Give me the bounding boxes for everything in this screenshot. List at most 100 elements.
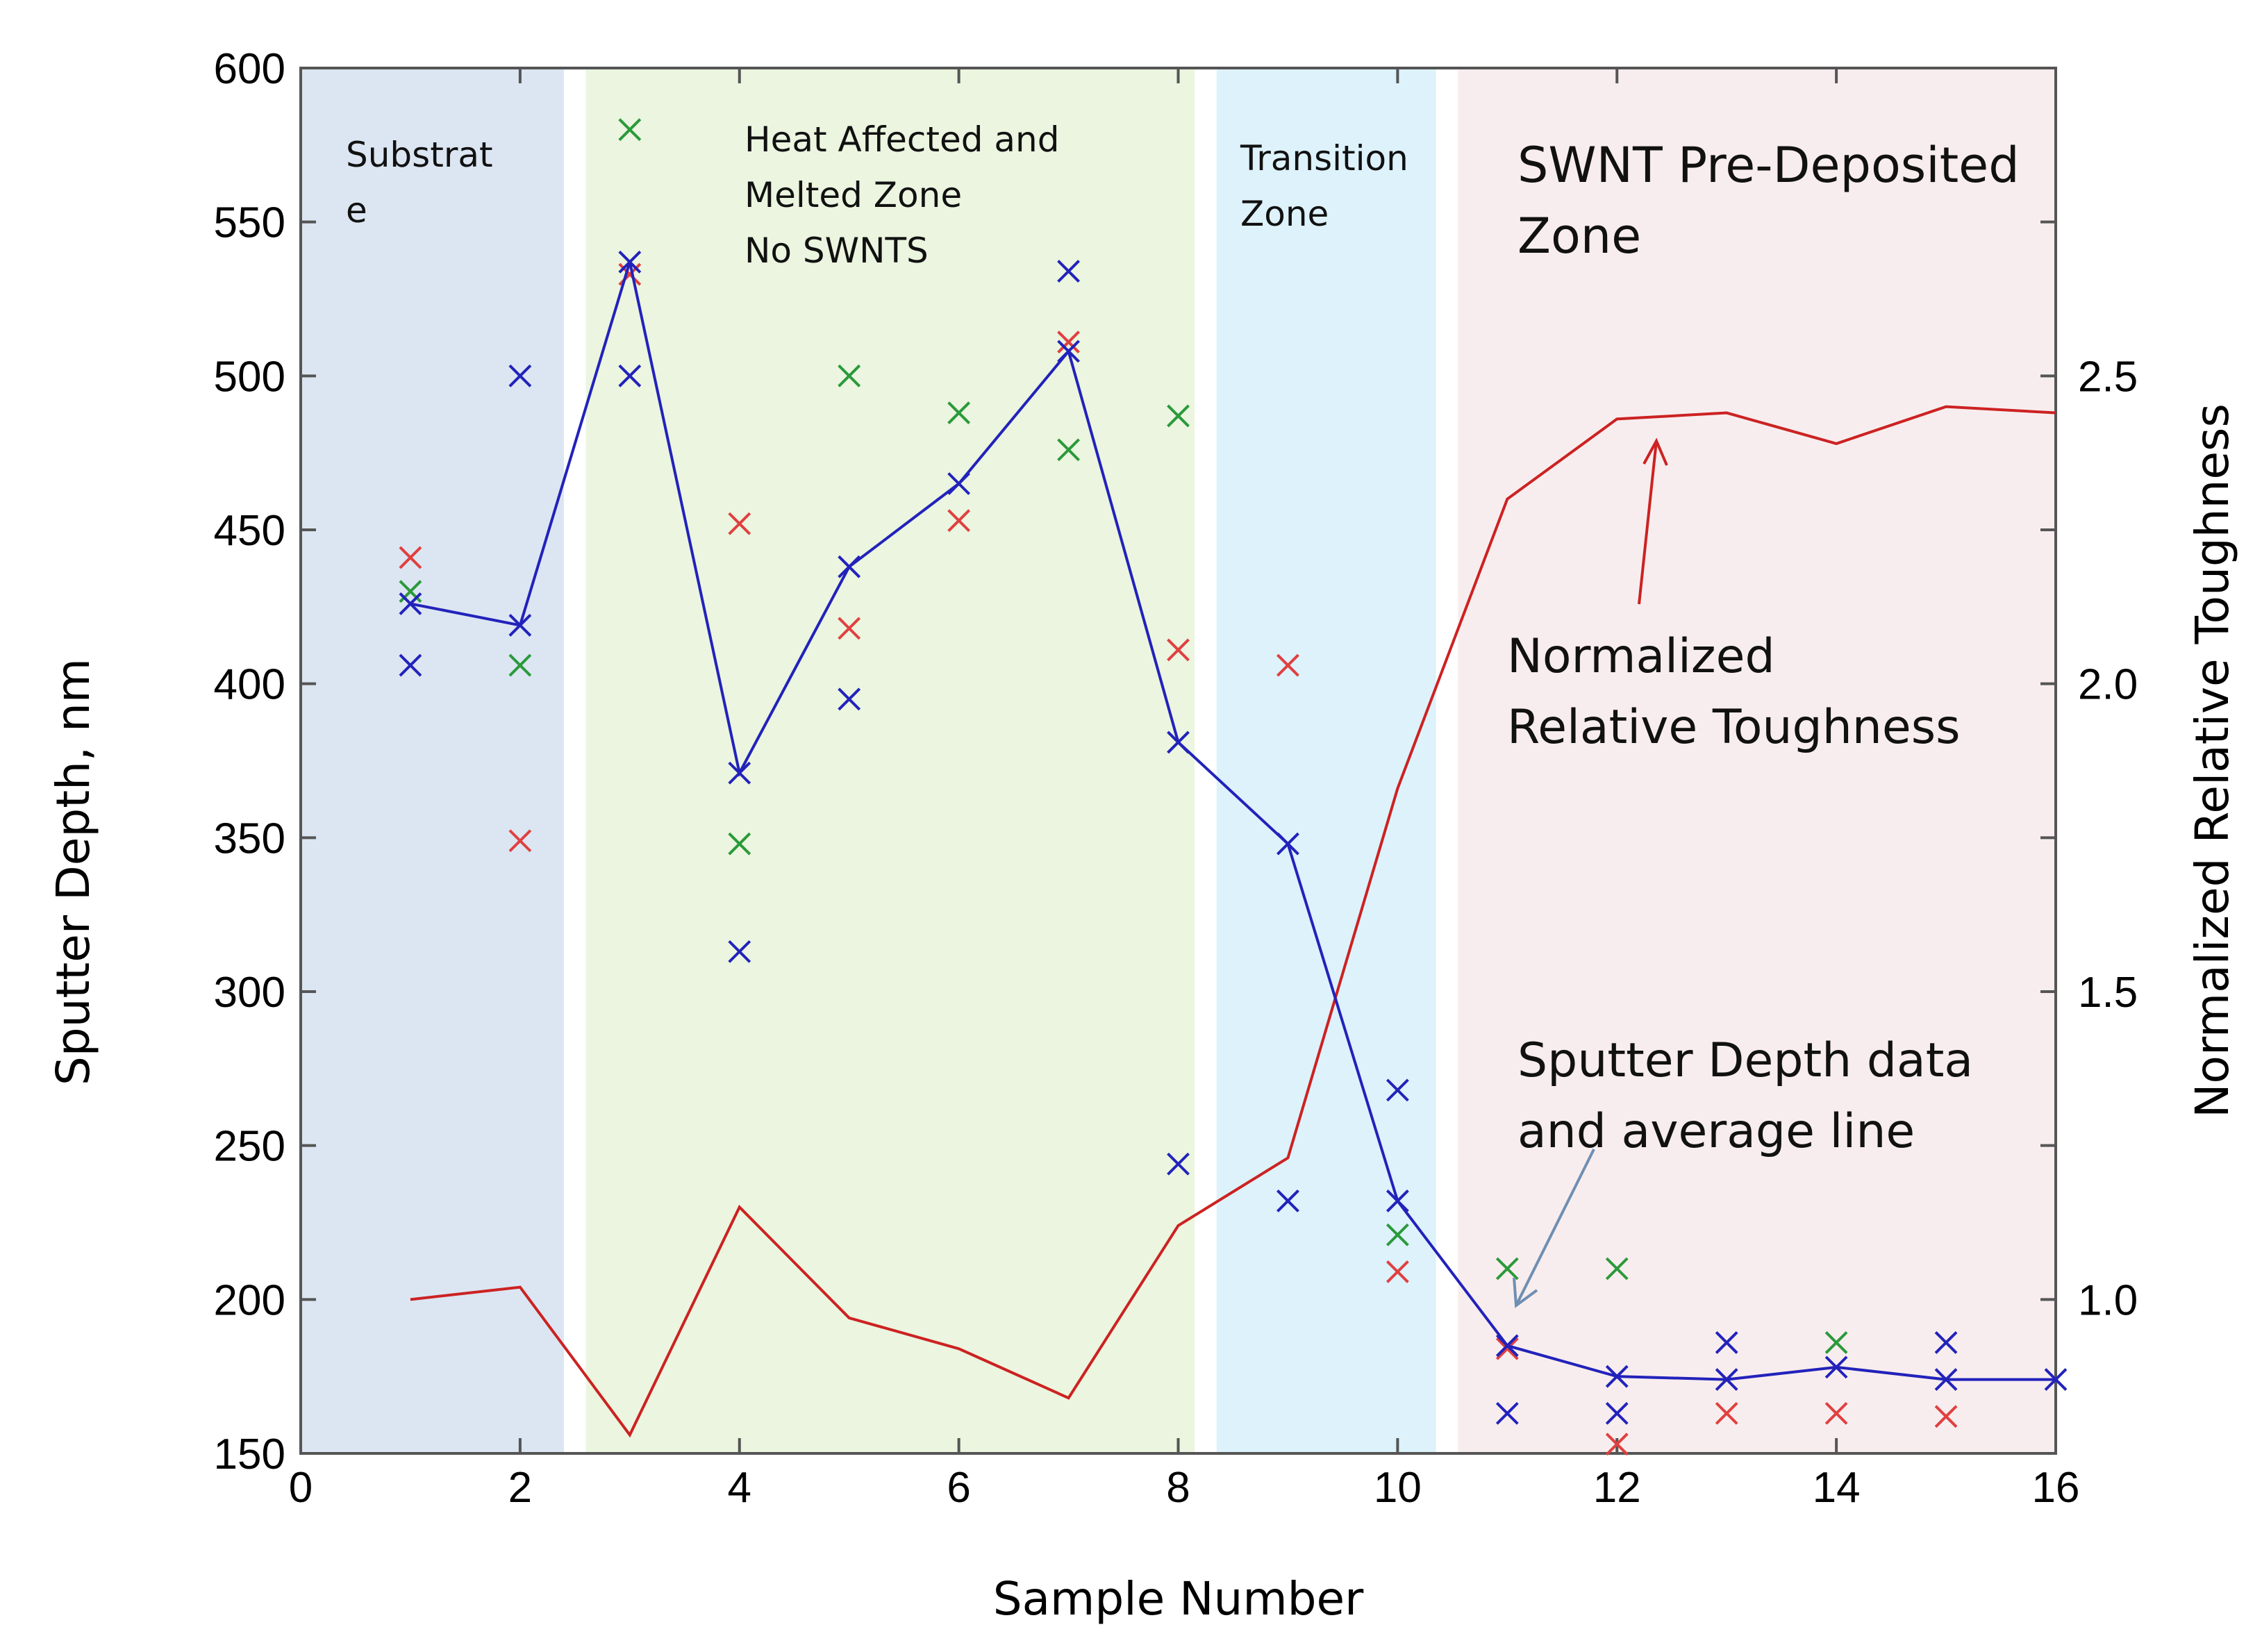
data-point-series-3 [728,832,751,856]
zone-label-transition-line2: Zone [1240,194,1329,234]
data-point-series-3 [1386,1223,1409,1246]
data-point-series-0 [1167,731,1190,754]
data-point-series-2 [947,509,971,533]
x-tick-label: 10 [1374,1464,1422,1512]
data-point-series-4 [399,653,422,677]
y2-axis-title: Normalized Relative Toughness [2186,403,2239,1118]
data-point-series-4 [1386,1078,1409,1102]
zone-label-heat-line3: No SWNTS [745,231,929,271]
x-tick-label: 14 [1813,1464,1861,1512]
series-layer [399,118,2068,1456]
data-point-series-2 [1715,1401,1738,1425]
data-point-series-0 [508,614,532,637]
zone-label-swnt-line1: SWNT Pre-Deposited [1517,137,2020,194]
y-tick-label: 150 [214,1430,285,1478]
y-tick-label: 550 [214,199,285,247]
x-tick-label: 12 [1593,1464,1641,1512]
data-point-series-0 [618,250,642,274]
data-point-series-3 [838,364,861,387]
zone-label-substrate-line1: Substrat [346,135,493,175]
y2-tick-label: 1.5 [2078,969,2138,1017]
annotation-sputter-line2: and average line [1517,1104,1915,1159]
series-line-1 [410,405,2056,1438]
series-line-0 [410,261,2056,1381]
x-tick-label: 8 [1166,1464,1190,1512]
zone-substrate [301,68,565,1453]
data-point-series-4 [1715,1330,1738,1354]
annotation-arrows [1513,437,1668,1308]
data-point-series-2 [1824,1401,1848,1425]
data-point-series-2 [1386,1260,1409,1283]
data-point-series-3 [618,118,642,142]
data-point-series-2 [1167,638,1190,662]
data-point-series-0 [1605,1365,1629,1388]
data-point-series-0 [1715,1368,1738,1392]
zone-transition [1216,68,1436,1453]
y-tick-label: 350 [214,815,285,862]
data-point-series-3 [1057,438,1080,462]
y-tick-label: 500 [214,353,285,401]
zone-swnt [1458,68,2056,1453]
data-point-series-3 [508,653,532,677]
data-point-series-2 [1276,653,1299,677]
y-tick-label: 250 [214,1123,285,1171]
data-point-series-2 [1495,1337,1519,1360]
data-point-series-4 [728,940,751,963]
data-point-series-0 [1276,832,1299,856]
y2-tick-label: 2.0 [2078,661,2138,709]
arrow-toughness [1638,440,1658,605]
y-tick-label: 300 [214,969,285,1017]
data-point-series-0 [838,555,861,578]
x-tick-label: 2 [508,1464,532,1512]
data-point-series-4 [838,687,861,711]
data-point-series-2 [838,617,861,640]
annotation-toughness-line2: Relative Toughness [1507,700,1961,755]
annotation-sputter-line1: Sputter Depth data [1517,1033,1973,1088]
y-tick-label: 450 [214,507,285,555]
zone-label-transition-line1: Transition [1240,138,1408,178]
data-point-series-0 [1386,1190,1409,1212]
data-point-series-0 [1824,1355,1848,1379]
data-point-series-2 [1057,331,1080,353]
arrowhead-toughness [1643,437,1668,466]
data-point-series-4 [1495,1401,1519,1425]
y-tick-label: 400 [214,661,285,709]
annotation-toughness-line1: Normalized [1507,629,1775,684]
data-point-series-0 [1934,1368,1958,1392]
x-tick-label: 16 [2032,1464,2080,1512]
data-point-series-2 [728,512,751,535]
zone-label-transition: Transition Zone [1240,138,1420,234]
arrowhead-sputter [1513,1277,1538,1308]
zone-label-swnt: SWNT Pre-Deposited Zone [1517,137,2035,265]
annotation-toughness: Normalized Relative Toughness [1507,629,1961,755]
data-point-series-3 [1167,404,1190,428]
x-tick-label: 0 [289,1464,313,1512]
data-point-series-0 [399,592,422,615]
data-point-series-0 [947,472,971,495]
data-point-series-4 [1276,1190,1299,1212]
data-point-series-4 [1605,1401,1629,1425]
data-point-series-2 [1605,1433,1629,1456]
zone-label-heat-line2: Melted Zone [745,175,962,215]
x-axis-title: Sample Number [993,1572,1364,1626]
x-tick-label: 6 [947,1464,970,1512]
zone-label-substrate-line2: e [346,190,367,231]
data-point-series-0 [1057,340,1080,363]
data-point-series-4 [508,364,532,387]
data-point-series-4 [1167,1152,1190,1176]
zone-heat-affected [585,68,1195,1453]
data-point-series-0 [728,761,751,785]
y-axis-title: Sputter Depth, nm [47,658,100,1085]
zone-label-swnt-line2: Zone [1517,208,1641,265]
zone-backgrounds [301,68,2056,1453]
y-tick-label: 600 [214,45,285,93]
y-tick-label: 200 [214,1276,285,1324]
data-point-series-4 [1057,260,1080,283]
data-point-series-0 [1495,1334,1519,1358]
data-point-series-2 [508,829,532,853]
annotation-sputter: Sputter Depth data and average line [1517,1033,1988,1159]
zone-label-substrate: Substrat e [346,135,504,231]
zone-label-heat-affected: Heat Affected and Melted Zone No SWNTS [745,119,1070,271]
axes-ticks: 0 2 4 6 8 10 12 14 16 150 200 250 300 350 400 450 500 550… [214,45,2138,1512]
